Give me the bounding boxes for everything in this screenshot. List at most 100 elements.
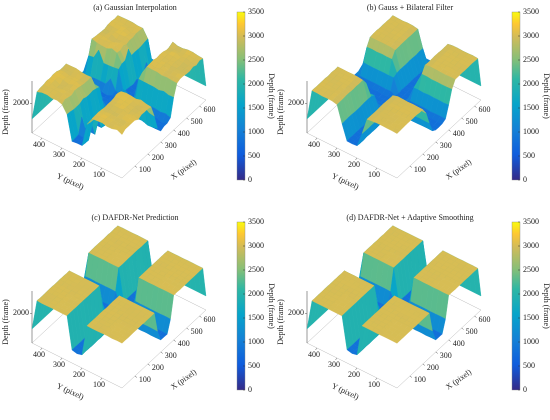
y-tick-label: 200 — [73, 370, 85, 379]
colorbar-tick-label: 1500 — [523, 103, 539, 112]
x-tick — [160, 351, 163, 354]
surface-patch — [116, 127, 126, 135]
colorbar-tick-label: 1000 — [248, 127, 264, 136]
colorbar-tick-label: 2500 — [523, 265, 539, 274]
colorbar-tick-label: 2000 — [248, 289, 264, 298]
colorbar-tick-label: 2500 — [248, 265, 264, 274]
y-tick-label: 200 — [73, 160, 85, 169]
colorbar-tick-label: 500 — [248, 361, 260, 370]
surface — [306, 14, 482, 147]
x-tick-label: 600 — [479, 105, 491, 114]
x-tick — [147, 363, 150, 366]
x-tick-label: 400 — [178, 129, 190, 138]
y-axis-label: Y (pixel) — [330, 171, 360, 191]
colorbar-tick-label: 3000 — [523, 31, 539, 40]
y-tick — [355, 367, 358, 371]
x-tick-label: 100 — [139, 165, 151, 174]
y-tick-label: 300 — [328, 150, 340, 159]
colorbar-tick-label: 500 — [248, 151, 260, 160]
x-tick-label: 300 — [165, 351, 177, 360]
x-tick — [173, 129, 176, 132]
x-tick-label: 100 — [414, 165, 426, 174]
z-tick-label: 2000 — [13, 308, 29, 317]
y-tick-label: 100 — [368, 170, 380, 179]
x-tick-label: 400 — [178, 339, 190, 348]
z-axis-label: Depth (frame) — [1, 89, 10, 135]
colorbar-label: Depth (frame) — [267, 283, 276, 329]
y-tick-label: 200 — [348, 160, 360, 169]
x-tick — [134, 375, 138, 378]
x-tick — [461, 327, 464, 330]
panel-title: (d) DAFDR-Net + Adaptive Smoothing — [346, 213, 473, 222]
y-tick — [315, 347, 318, 351]
x-tick — [160, 141, 163, 144]
x-tick-label: 500 — [466, 327, 478, 336]
x-tick-label: 600 — [479, 315, 491, 324]
panel-title: (a) Gaussian Interpolation — [93, 3, 177, 12]
x-tick — [422, 153, 425, 156]
y-tick — [335, 357, 338, 361]
y-tick-label: 100 — [368, 380, 380, 389]
x-tick-label: 200 — [152, 153, 164, 162]
colorbar-label: Depth (frame) — [542, 283, 550, 329]
y-tick — [100, 167, 103, 171]
x-tick — [422, 363, 425, 366]
colorbar-label: Depth (frame) — [267, 73, 276, 119]
y-tick — [80, 367, 83, 371]
x-tick-label: 400 — [453, 339, 465, 348]
colorbar-tick-label: 3000 — [523, 241, 539, 250]
colorbar-tick-label: 1000 — [248, 337, 264, 346]
colorbar — [236, 11, 246, 181]
x-tick-label: 500 — [466, 117, 478, 126]
x-tick-label: 500 — [191, 117, 203, 126]
colorbar-tick-label: 3000 — [248, 31, 264, 40]
x-axis-label: X (pixel) — [444, 367, 473, 391]
y-tick — [40, 137, 43, 141]
x-tick — [409, 375, 413, 378]
x-tick-label: 300 — [440, 351, 452, 360]
x-tick — [474, 105, 477, 108]
x-tick — [186, 327, 189, 330]
y-tick — [60, 357, 63, 361]
colorbar-tick-label: 1500 — [248, 103, 264, 112]
colorbar-label: Depth (frame) — [542, 73, 550, 119]
colorbar-tick-label: 3000 — [248, 241, 264, 250]
colorbar-tick-label: 0 — [523, 175, 527, 184]
x-axis-label: X (pixel) — [169, 367, 198, 391]
x-tick — [199, 315, 202, 318]
x-tick — [409, 165, 413, 168]
x-tick-label: 600 — [204, 105, 216, 114]
x-tick-label: 100 — [414, 375, 426, 384]
y-tick — [315, 137, 318, 141]
surface — [31, 14, 207, 147]
colorbar-tick-label: 1000 — [523, 337, 539, 346]
colorbar-tick-label: 2000 — [248, 79, 264, 88]
surface — [306, 225, 482, 356]
surface — [31, 225, 207, 356]
surface-patch — [116, 337, 126, 344]
y-tick — [40, 347, 43, 351]
colorbar-tick-label: 2500 — [523, 55, 539, 64]
y-tick-label: 300 — [53, 360, 65, 369]
z-axis-label: Depth (frame) — [276, 299, 285, 345]
y-tick — [80, 157, 83, 161]
colorbar-tick-label: 0 — [523, 385, 527, 394]
y-axis-label: Y (pixel) — [55, 171, 85, 191]
colorbar — [236, 221, 246, 391]
y-tick-label: 400 — [33, 350, 45, 359]
y-tick — [375, 167, 378, 171]
surface-patch — [391, 127, 401, 134]
x-tick — [147, 153, 150, 156]
panel: (c) DAFDR-Net Prediction1002003004005006… — [1, 213, 276, 402]
x-tick-label: 200 — [152, 363, 164, 372]
z-axis-label: Depth (frame) — [276, 89, 285, 135]
colorbar-tick-label: 2000 — [523, 289, 539, 298]
x-tick-label: 600 — [204, 315, 216, 324]
colorbar-tick-label: 1500 — [248, 313, 264, 322]
panel: (d) DAFDR-Net + Adaptive Smoothing 100 200… — [276, 213, 550, 402]
x-axis-label: X (pixel) — [444, 157, 473, 181]
x-tick — [448, 339, 451, 342]
y-tick — [60, 147, 63, 151]
colorbar-tick-label: 3500 — [248, 217, 264, 226]
y-tick-label: 400 — [308, 350, 320, 359]
